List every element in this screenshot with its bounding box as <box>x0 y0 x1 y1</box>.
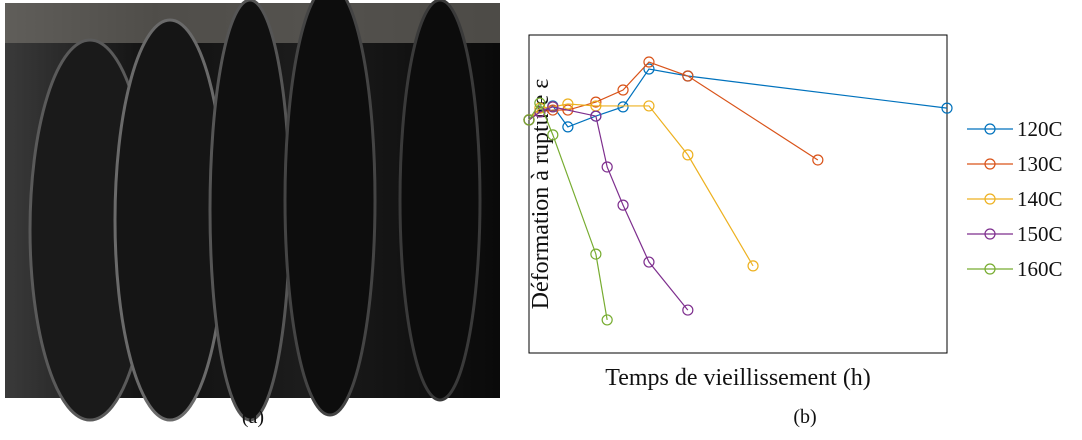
data-point <box>547 101 559 113</box>
data-point <box>534 97 546 109</box>
data-point <box>562 98 574 110</box>
photo <box>5 0 500 422</box>
data-point <box>562 121 574 133</box>
legend-label: 130C <box>1017 152 1063 176</box>
data-point <box>682 70 694 82</box>
data-point <box>643 56 655 68</box>
legend-label: 120C <box>1017 117 1063 141</box>
legend-marker <box>984 228 996 240</box>
series-line <box>528 101 608 321</box>
legend-label: 160C <box>1017 257 1063 281</box>
data-point <box>941 102 953 114</box>
x-axis-label: Temps de vieillissement (h) <box>605 365 871 391</box>
data-point <box>562 104 574 116</box>
legend-marker <box>984 263 996 275</box>
caption: (a) <box>242 406 264 428</box>
data-point <box>547 104 559 116</box>
legend-marker <box>984 158 996 170</box>
data-point <box>617 84 629 96</box>
data-point <box>547 129 559 141</box>
data-point <box>643 100 655 112</box>
data-point <box>682 149 694 161</box>
caption: (b) <box>793 406 816 428</box>
data-point <box>601 161 613 173</box>
data-point <box>590 96 602 108</box>
series-line <box>528 106 689 311</box>
data-point <box>523 114 535 126</box>
data-point <box>617 101 629 113</box>
plot-frame <box>528 34 948 354</box>
data-point <box>812 154 824 166</box>
legend-marker <box>984 193 996 205</box>
data-point <box>601 314 613 326</box>
data-point <box>590 110 602 122</box>
legend-label: 140C <box>1017 187 1063 211</box>
data-point <box>617 199 629 211</box>
data-point <box>747 260 759 272</box>
data-point <box>534 106 546 118</box>
data-point <box>643 63 655 75</box>
legend-marker <box>984 123 996 135</box>
legend-label: 150C <box>1017 222 1063 246</box>
data-point <box>643 256 655 268</box>
data-point <box>682 304 694 316</box>
data-point <box>590 248 602 260</box>
